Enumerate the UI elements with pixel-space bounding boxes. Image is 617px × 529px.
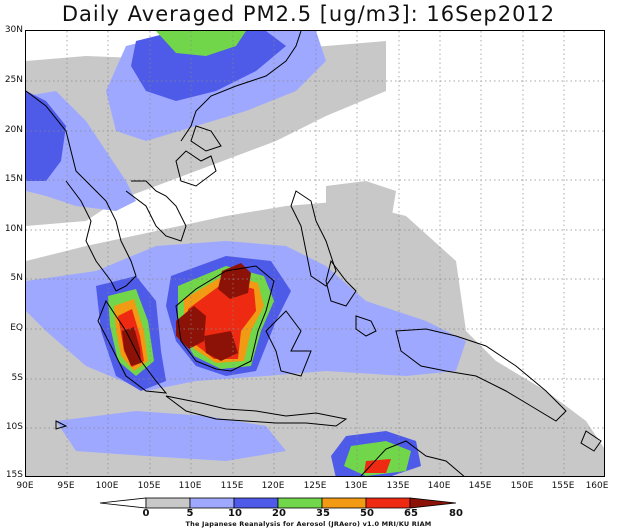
pm25-zone-5-10 bbox=[326, 181, 396, 226]
colorbar-swatch bbox=[233, 497, 279, 509]
coastlines bbox=[26, 31, 602, 476]
lon-label: 130E bbox=[344, 481, 368, 491]
colorbar-label: 65 bbox=[404, 508, 418, 519]
pm25-zone-20-35 bbox=[131, 31, 286, 101]
lat-label: 10S bbox=[5, 422, 23, 432]
lon-label: 120E bbox=[261, 481, 285, 491]
pm25-field bbox=[26, 31, 604, 476]
pm25-zone-80-plus bbox=[176, 306, 206, 349]
lon-label: 115E bbox=[220, 481, 244, 491]
map-panel bbox=[25, 30, 605, 477]
pm25-zone-10-20 bbox=[56, 411, 286, 461]
lon-label: 135E bbox=[386, 481, 410, 491]
lon-label: 160E bbox=[585, 481, 609, 491]
lon-label: 150E bbox=[510, 481, 534, 491]
lat-label: 15N bbox=[4, 174, 23, 184]
colorbar-cap-left bbox=[99, 497, 147, 509]
colorbar-label: 10 bbox=[228, 508, 242, 519]
lat-label: EQ bbox=[10, 323, 23, 333]
pm25-zone-65-80 bbox=[364, 459, 391, 473]
lat-label: 25N bbox=[4, 75, 23, 85]
lon-label: 125E bbox=[303, 481, 327, 491]
lat-label: 20N bbox=[4, 125, 23, 135]
lon-label: 90E bbox=[16, 481, 34, 491]
pm25-zone-35-50 bbox=[156, 31, 246, 56]
colorbar-label: 20 bbox=[272, 508, 286, 519]
credit-line: The Japanese Reanalysis for Aerosol (JRA… bbox=[185, 520, 432, 528]
lon-label: 100E bbox=[95, 481, 119, 491]
lat-label: 10N bbox=[4, 224, 23, 234]
colorbar-label: 50 bbox=[360, 508, 374, 519]
pm25-zone-20-35 bbox=[26, 91, 66, 181]
colorbar-cap-right bbox=[409, 497, 457, 509]
colorbar-swatch bbox=[277, 497, 323, 509]
lon-label: 105E bbox=[137, 481, 161, 491]
map-title: Daily Averaged PM2.5 [ug/m3]: 16Sep2012 bbox=[61, 2, 556, 26]
lon-label: 155E bbox=[551, 481, 575, 491]
pm25-zone-80-plus bbox=[218, 263, 251, 299]
colorbar-label: 0 bbox=[142, 508, 150, 519]
lat-label: 30N bbox=[4, 25, 23, 35]
colorbar-swatch bbox=[321, 497, 367, 509]
colorbar-label: 35 bbox=[316, 508, 330, 519]
lon-label: 95E bbox=[57, 481, 75, 491]
pm25-zone-80-plus bbox=[122, 327, 141, 366]
lon-label: 110E bbox=[178, 481, 202, 491]
pm25-zone-80-plus bbox=[204, 331, 238, 361]
colorbar-swatch bbox=[365, 497, 411, 509]
lat-label: 15S bbox=[5, 470, 23, 480]
colorbar-label: 80 bbox=[449, 508, 463, 519]
lon-label: 145E bbox=[468, 481, 492, 491]
lat-label: 5S bbox=[11, 373, 23, 383]
colorbar-swatch bbox=[145, 497, 191, 509]
colorbar-swatch bbox=[189, 497, 235, 509]
colorbar-label: 5 bbox=[186, 508, 194, 519]
lon-label: 140E bbox=[427, 481, 451, 491]
lat-label: 5N bbox=[10, 273, 23, 283]
